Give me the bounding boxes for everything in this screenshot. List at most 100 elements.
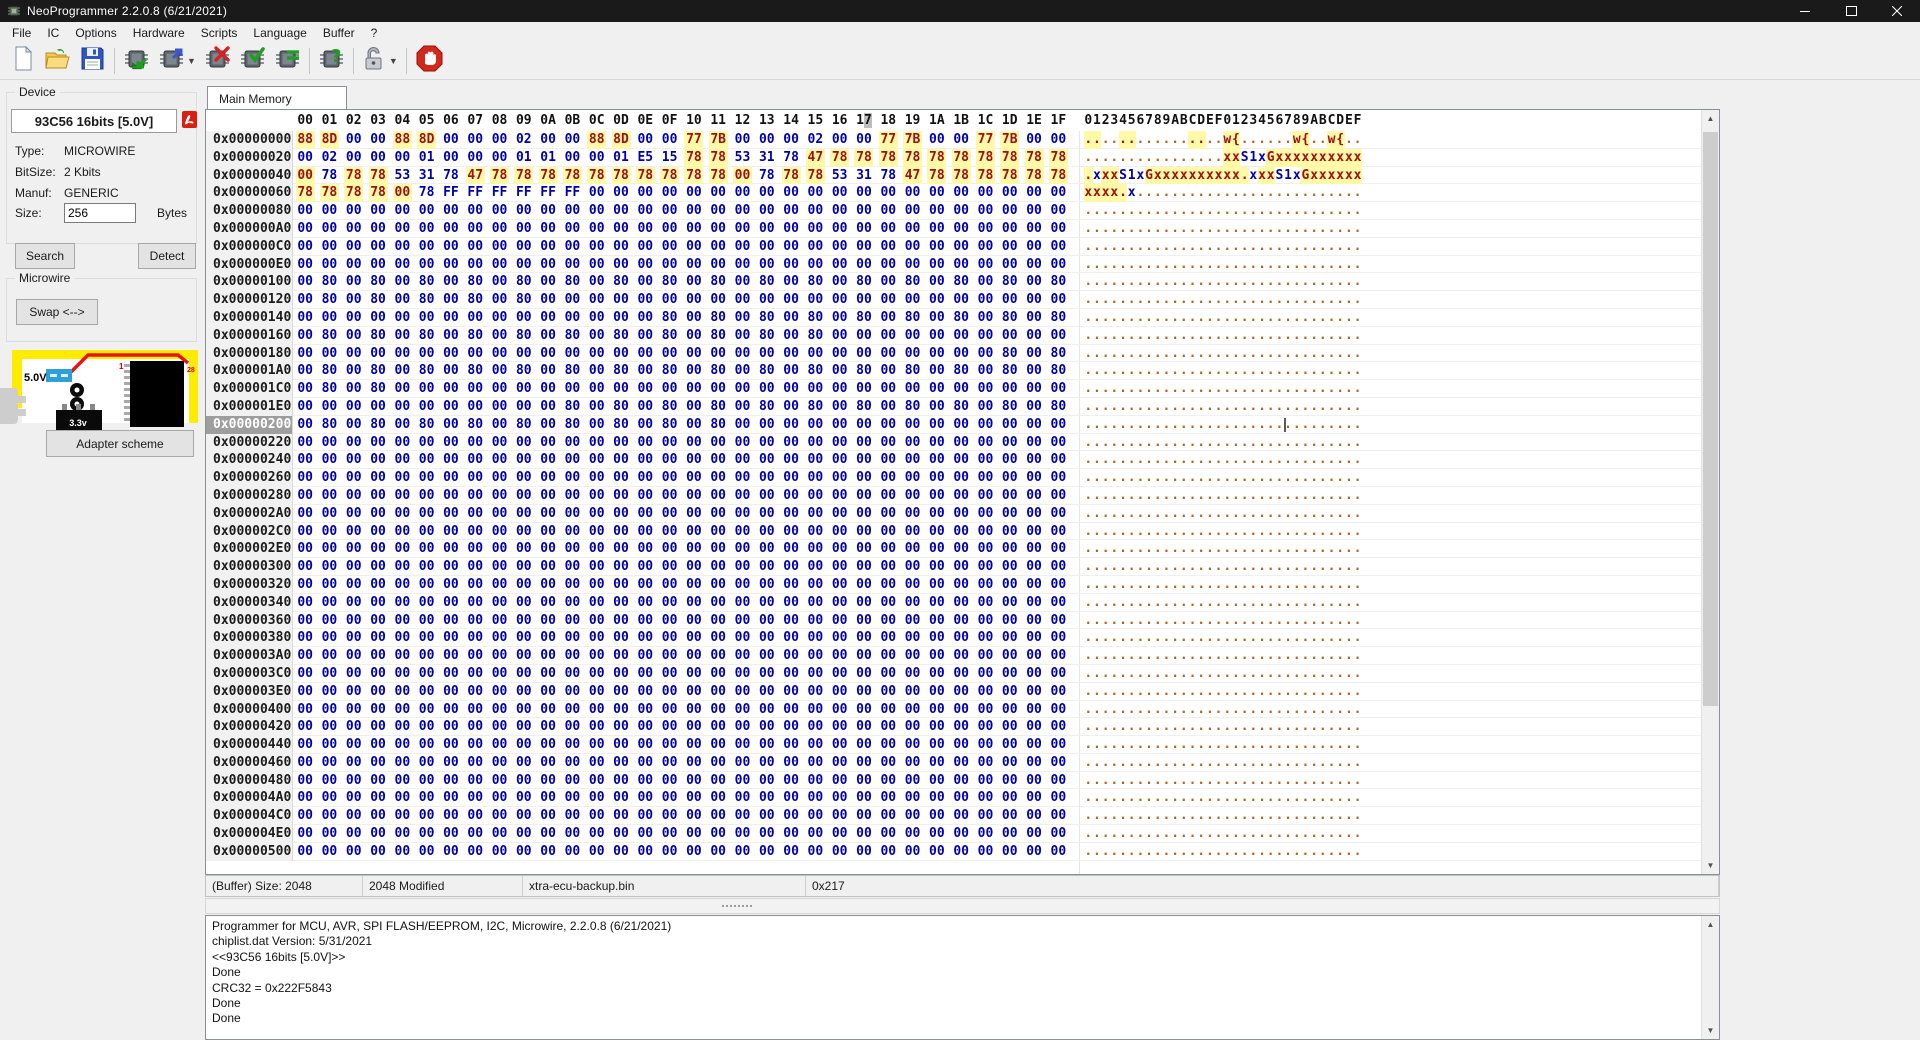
ascii-char[interactable]: .: [1301, 363, 1310, 379]
hex-byte[interactable]: 00: [1050, 826, 1067, 842]
hex-byte[interactable]: 00: [564, 309, 581, 325]
ascii-char[interactable]: .: [1327, 416, 1336, 432]
hex-byte[interactable]: 00: [394, 843, 411, 859]
hex-byte[interactable]: 00: [418, 523, 435, 539]
ascii-char[interactable]: .: [1292, 381, 1301, 397]
hex-byte[interactable]: 00: [1026, 327, 1042, 343]
hex-byte[interactable]: 00: [977, 238, 994, 254]
hex-byte[interactable]: 00: [515, 203, 532, 219]
ascii-char[interactable]: .: [1240, 292, 1249, 308]
ascii-char[interactable]: .: [1275, 470, 1284, 486]
ascii-char[interactable]: .: [1249, 737, 1258, 753]
ascii-char[interactable]: .: [1327, 220, 1336, 236]
ascii-char[interactable]: .: [1179, 648, 1188, 664]
ascii-char[interactable]: .: [1292, 470, 1301, 486]
hex-byte[interactable]: 00: [345, 149, 362, 165]
hex-byte[interactable]: 00: [613, 612, 629, 628]
ascii-char[interactable]: .: [1093, 665, 1101, 681]
hex-byte[interactable]: 00: [613, 754, 629, 770]
hex-byte[interactable]: 00: [564, 487, 581, 503]
hex-byte[interactable]: 00: [443, 203, 459, 219]
hex-byte[interactable]: 00: [904, 416, 921, 432]
ascii-char[interactable]: .: [1136, 576, 1145, 592]
ascii-char[interactable]: .: [1284, 648, 1292, 664]
hex-byte[interactable]: 00: [977, 719, 994, 735]
ascii-char[interactable]: .: [1223, 434, 1232, 450]
hex-byte[interactable]: 00: [977, 452, 994, 468]
hex-byte[interactable]: 80: [856, 309, 872, 325]
ascii-char[interactable]: .: [1188, 648, 1197, 664]
hex-byte[interactable]: 00: [637, 826, 654, 842]
hex-byte[interactable]: 80: [758, 327, 775, 343]
hex-byte[interactable]: 00: [1001, 523, 1018, 539]
hex-byte[interactable]: 00: [540, 452, 556, 468]
hex-byte[interactable]: 00: [613, 185, 629, 201]
ascii-char[interactable]: .: [1093, 203, 1101, 219]
hex-byte[interactable]: 00: [929, 220, 945, 236]
ascii-char[interactable]: .: [1145, 309, 1153, 325]
ascii-char[interactable]: .: [1344, 256, 1353, 272]
ascii-char[interactable]: .: [1336, 470, 1345, 486]
hex-byte[interactable]: 00: [515, 541, 532, 557]
ascii-char[interactable]: .: [1171, 843, 1180, 859]
ascii-char[interactable]: .: [1110, 630, 1119, 646]
hex-byte[interactable]: 00: [831, 309, 848, 325]
ascii-char[interactable]: .: [1171, 772, 1180, 788]
hex-byte[interactable]: 00: [637, 309, 654, 325]
hex-byte[interactable]: 00: [783, 309, 799, 325]
hex-byte[interactable]: 00: [588, 505, 605, 521]
hex-byte[interactable]: 00: [904, 220, 921, 236]
ascii-char[interactable]: .: [1145, 826, 1153, 842]
hex-byte[interactable]: 02: [807, 132, 824, 147]
ascii-char[interactable]: .: [1266, 790, 1275, 806]
hex-byte[interactable]: 80: [856, 398, 872, 414]
hex-byte[interactable]: 00: [880, 576, 897, 592]
ascii-char[interactable]: .: [1318, 719, 1327, 735]
hex-byte[interactable]: 00: [588, 398, 605, 414]
ascii-char[interactable]: x: [1318, 166, 1328, 185]
ascii-char[interactable]: .: [1162, 309, 1171, 325]
scroll-up-icon[interactable]: ▲: [1702, 110, 1719, 127]
ascii-char[interactable]: .: [1153, 612, 1162, 628]
ascii-char[interactable]: S: [1119, 167, 1127, 183]
ascii-char[interactable]: .: [1284, 737, 1292, 753]
ascii-char[interactable]: x: [1344, 166, 1354, 185]
ascii-char[interactable]: .: [1136, 132, 1145, 147]
hex-byte[interactable]: 31: [856, 167, 872, 183]
ascii-char[interactable]: .: [1301, 220, 1310, 236]
ascii-char[interactable]: .: [1153, 648, 1162, 664]
ascii-char[interactable]: .: [1110, 203, 1119, 219]
ascii-char[interactable]: .: [1249, 363, 1258, 379]
ascii-char[interactable]: .: [1223, 345, 1232, 361]
hex-byte[interactable]: 00: [1001, 185, 1018, 201]
hex-byte[interactable]: 00: [686, 203, 702, 219]
ascii-char[interactable]: .: [1214, 345, 1223, 361]
ascii-char[interactable]: .: [1249, 132, 1258, 147]
ascii-char[interactable]: .: [1232, 238, 1240, 254]
hex-byte[interactable]: 80: [418, 292, 435, 308]
ascii-char[interactable]: .: [1240, 826, 1249, 842]
hex-byte[interactable]: 00: [758, 737, 775, 753]
ascii-char[interactable]: .: [1171, 470, 1180, 486]
hex-byte[interactable]: 00: [831, 826, 848, 842]
ascii-char[interactable]: .: [1119, 505, 1127, 521]
ascii-char[interactable]: .: [1344, 843, 1353, 859]
hex-byte[interactable]: 00: [467, 256, 484, 272]
hex-byte[interactable]: 00: [734, 238, 751, 254]
hex-byte[interactable]: 00: [977, 630, 994, 646]
hex-byte[interactable]: 00: [929, 434, 945, 450]
hex-byte[interactable]: 00: [661, 826, 678, 842]
ascii-char[interactable]: .: [1153, 790, 1162, 806]
ascii-char[interactable]: .: [1153, 292, 1162, 308]
ascii-char[interactable]: .: [1240, 185, 1249, 201]
hex-byte[interactable]: 00: [443, 665, 459, 681]
ascii-char[interactable]: .: [1136, 772, 1145, 788]
hex-byte[interactable]: 00: [345, 363, 362, 379]
hex-byte[interactable]: 15: [661, 149, 678, 165]
hex-byte[interactable]: 00: [467, 345, 484, 361]
ascii-char[interactable]: .: [1318, 398, 1327, 414]
ascii-char[interactable]: .: [1101, 203, 1110, 219]
ascii-char[interactable]: .: [1136, 363, 1145, 379]
ascii-char[interactable]: .: [1101, 434, 1110, 450]
hex-byte[interactable]: 00: [661, 487, 678, 503]
